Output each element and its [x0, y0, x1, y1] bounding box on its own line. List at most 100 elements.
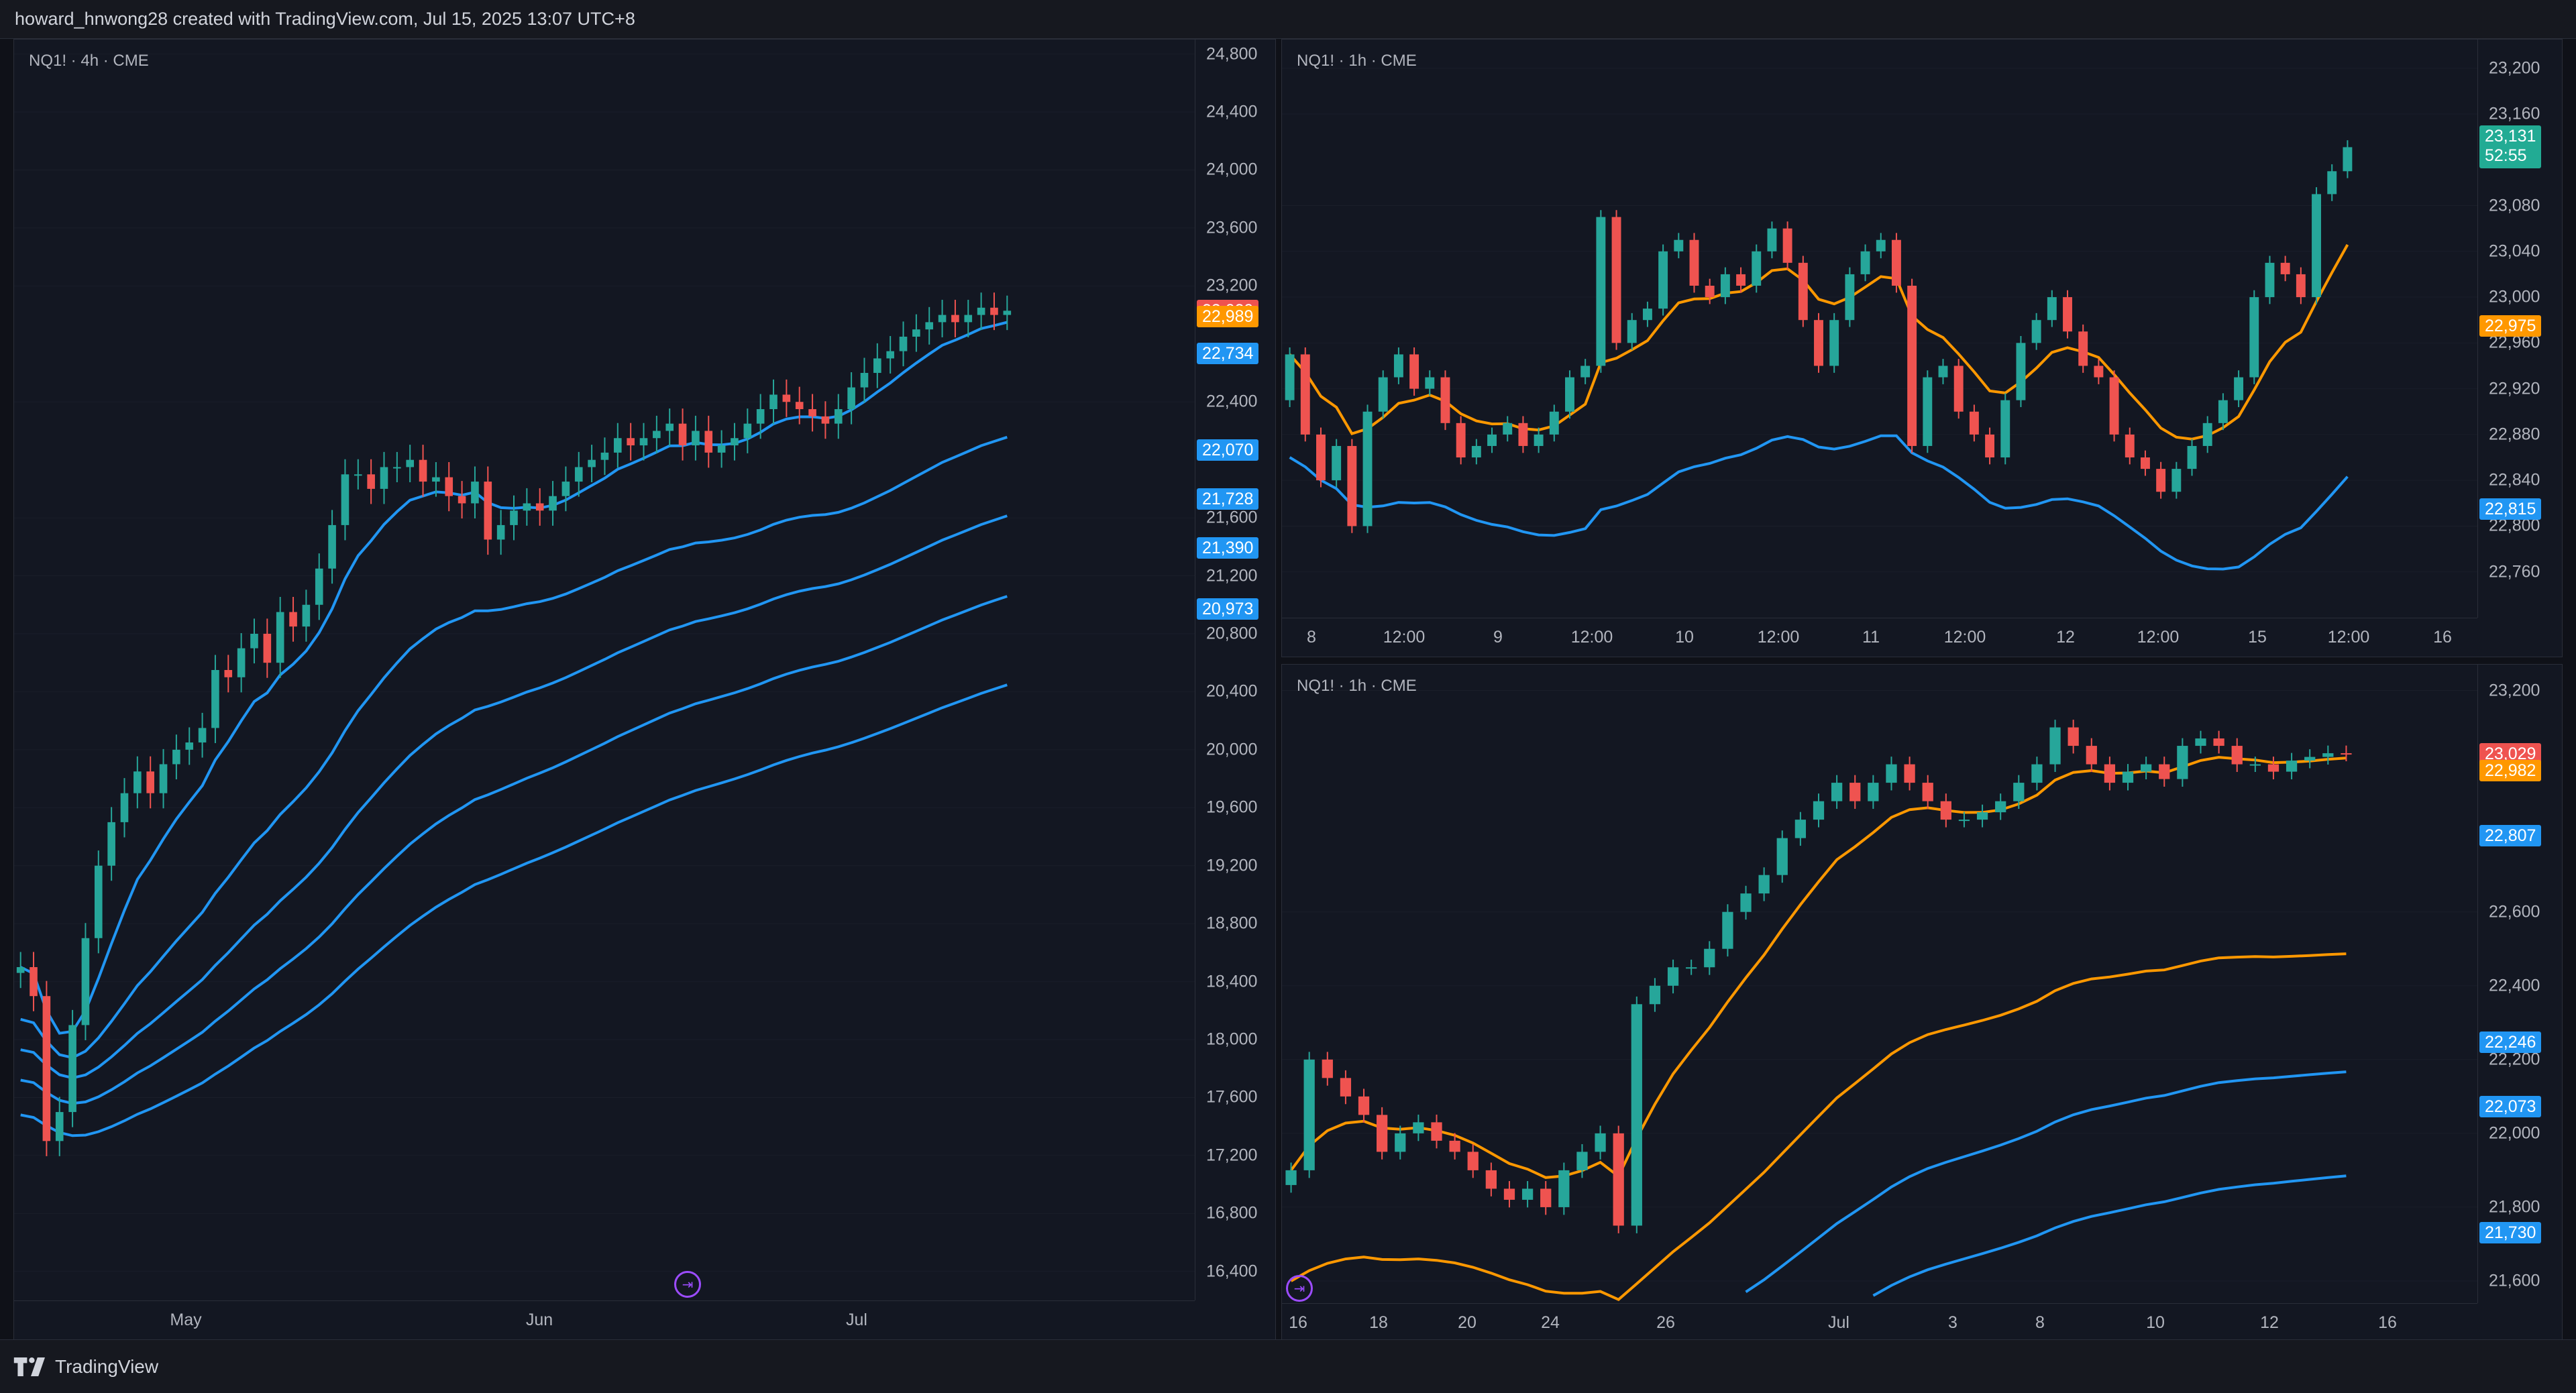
candle[interactable]: [2063, 290, 2072, 339]
candle[interactable]: [510, 495, 518, 541]
candle[interactable]: [1674, 233, 1684, 259]
candle[interactable]: [561, 466, 570, 512]
candle[interactable]: [1631, 996, 1642, 1233]
candle[interactable]: [2109, 370, 2119, 442]
candle[interactable]: [1456, 416, 1466, 465]
candle[interactable]: [2304, 749, 2316, 769]
candle[interactable]: [1362, 404, 1373, 533]
candle[interactable]: [1521, 1180, 1534, 1208]
candle[interactable]: [419, 445, 427, 497]
candle[interactable]: [1649, 978, 1661, 1012]
candle[interactable]: [1471, 439, 1481, 465]
candle[interactable]: [380, 451, 388, 504]
candle[interactable]: [847, 372, 855, 425]
candle[interactable]: [1845, 267, 1855, 327]
candle[interactable]: [16, 952, 25, 989]
candle[interactable]: [1891, 233, 1901, 293]
candle[interactable]: [1485, 1162, 1497, 1196]
price-axis-1h-top[interactable]: 23,200 23,160 23,080 23,040 23,000 22,960 22,9…: [2477, 40, 2563, 618]
candle[interactable]: [1782, 221, 1792, 270]
candle[interactable]: [925, 307, 934, 345]
candle[interactable]: [2265, 256, 2275, 304]
candle[interactable]: [328, 510, 336, 584]
candle[interactable]: [2104, 757, 2116, 791]
candle[interactable]: [1300, 347, 1310, 442]
candle[interactable]: [2159, 757, 2170, 787]
candle[interactable]: [1503, 416, 1513, 442]
candle[interactable]: [1642, 301, 1652, 327]
candle[interactable]: [1985, 427, 1995, 465]
candle[interactable]: [1596, 210, 1606, 373]
candle[interactable]: [30, 952, 38, 1011]
candle[interactable]: [1794, 812, 1807, 846]
candle[interactable]: [1580, 359, 1591, 384]
candle[interactable]: [1377, 1107, 1388, 1160]
candle[interactable]: [2187, 439, 2197, 476]
candle[interactable]: [951, 300, 959, 337]
candle[interactable]: [2341, 745, 2352, 762]
candle[interactable]: [2327, 164, 2337, 201]
candle[interactable]: [276, 597, 284, 678]
candle[interactable]: [899, 321, 908, 367]
candle[interactable]: [756, 394, 765, 439]
chart-pane-1h-bottom[interactable]: NQ1! · 1h · CME ⇥ 23,200 22,600 22,400 22,2…: [1281, 664, 2563, 1341]
candle[interactable]: [1876, 233, 1886, 259]
candle[interactable]: [484, 466, 492, 555]
candle[interactable]: [2312, 187, 2321, 304]
candle[interactable]: [795, 386, 804, 425]
candle[interactable]: [1449, 1133, 1460, 1160]
candle[interactable]: [2141, 450, 2150, 476]
candle[interactable]: [2286, 753, 2298, 780]
candle[interactable]: [237, 633, 246, 693]
candle[interactable]: [653, 415, 661, 453]
tradingview-logo[interactable]: TradingView: [13, 1356, 158, 1378]
chart-pane-4h[interactable]: NQ1! · 4h · CME ⇥ 24,800 24,400 24,000 23,6…: [13, 39, 1276, 1341]
candle[interactable]: [1923, 370, 1933, 453]
candle[interactable]: [1767, 221, 1777, 259]
candle[interactable]: [1736, 267, 1746, 293]
candle[interactable]: [1886, 757, 1897, 791]
candle[interactable]: [731, 423, 739, 461]
candle[interactable]: [2156, 461, 2166, 499]
candle[interactable]: [1627, 313, 1637, 350]
candle[interactable]: [1658, 244, 1668, 316]
candle[interactable]: [1503, 1180, 1515, 1208]
candle[interactable]: [1003, 295, 1012, 331]
candle[interactable]: [198, 712, 207, 758]
chart-pane-1h-top[interactable]: NQ1! · 1h · CME 23,200 23,160 23,080 23,040…: [1281, 39, 2563, 657]
candle[interactable]: [224, 655, 233, 693]
candle[interactable]: [1814, 313, 1823, 373]
price-axis-4h[interactable]: 24,800 24,400 24,000 23,600 23,200 22,400 21,6…: [1195, 40, 1276, 1300]
candle[interactable]: [2013, 775, 2025, 810]
candle[interactable]: [1798, 256, 1808, 327]
candle[interactable]: [1667, 959, 1679, 994]
candle[interactable]: [2296, 267, 2306, 304]
candle[interactable]: [2322, 745, 2334, 765]
candle[interactable]: [458, 481, 466, 519]
candle[interactable]: [1393, 347, 1403, 384]
candle[interactable]: [639, 423, 648, 461]
candle[interactable]: [1969, 404, 1979, 442]
candle[interactable]: [834, 394, 843, 439]
candle[interactable]: [2249, 290, 2259, 384]
candle[interactable]: [1440, 370, 1450, 431]
candle[interactable]: [432, 462, 440, 497]
candle[interactable]: [1378, 370, 1388, 419]
candle[interactable]: [2234, 370, 2244, 408]
candle[interactable]: [1409, 347, 1419, 396]
candle[interactable]: [1285, 347, 1295, 408]
candle[interactable]: [1534, 427, 1544, 453]
candle[interactable]: [1332, 439, 1342, 488]
candle[interactable]: [393, 451, 401, 483]
candle[interactable]: [1549, 404, 1559, 442]
candle[interactable]: [808, 394, 816, 432]
candle[interactable]: [94, 850, 103, 954]
candle[interactable]: [1938, 359, 1948, 384]
candle[interactable]: [2031, 313, 2041, 350]
candle[interactable]: [2125, 427, 2135, 465]
candle[interactable]: [2267, 757, 2279, 780]
candle[interactable]: [665, 408, 674, 447]
candle[interactable]: [2280, 256, 2290, 282]
candle[interactable]: [1904, 757, 1915, 791]
candle[interactable]: [1868, 775, 1879, 810]
